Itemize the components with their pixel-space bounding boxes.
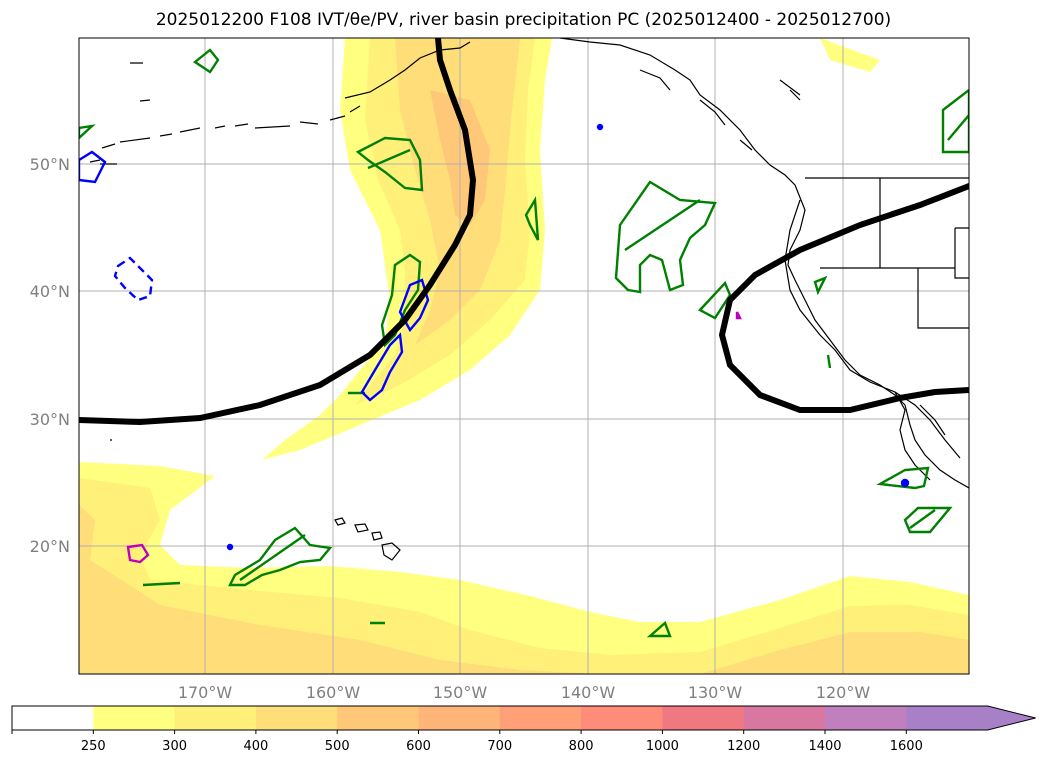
colorbar-label: 400 xyxy=(243,739,268,754)
ivt-ne-250 xyxy=(820,38,880,72)
lat-label-20: 20°N xyxy=(30,537,70,556)
pv-blue-dot xyxy=(596,123,604,131)
ivt-filled-contours xyxy=(79,38,969,674)
ivt-south-300 xyxy=(79,478,969,674)
lon-label-150w: 150°W xyxy=(433,683,488,702)
colorbar-segment xyxy=(581,706,663,730)
lon-label-170w: 170°W xyxy=(178,683,233,702)
pv-green-4 xyxy=(698,280,732,320)
colorbar-label: 600 xyxy=(406,739,431,754)
colorbar-label: 1200 xyxy=(727,739,760,754)
colorbar-label: 800 xyxy=(569,739,594,754)
alaska-coast xyxy=(89,41,471,165)
colorbar-label: 1000 xyxy=(646,739,679,754)
lat-label-50: 50°N xyxy=(30,155,70,174)
colorbar-segment xyxy=(906,706,989,730)
lon-label-160w: 160°W xyxy=(306,683,361,702)
pv-blue-1 xyxy=(398,278,430,333)
longitude-labels: 170°W 160°W 150°W 140°W 130°W 120°W xyxy=(178,683,871,702)
colorbar-label: 250 xyxy=(81,739,106,754)
colorbar-segment xyxy=(499,706,582,730)
pv-green-8 xyxy=(941,88,969,154)
pv-blue-3 xyxy=(79,150,107,184)
pv-blue-dot2 xyxy=(900,478,910,488)
colorbar-label: 300 xyxy=(162,739,187,754)
precip-magenta-contours xyxy=(126,311,742,564)
colorbar-label: 500 xyxy=(325,739,350,754)
baja xyxy=(894,391,946,481)
colorbar-label: 700 xyxy=(487,739,512,754)
colorbar-segment xyxy=(418,706,501,730)
colorbar-outline xyxy=(11,705,1036,731)
us-west-coast xyxy=(784,199,961,459)
graticule xyxy=(79,38,969,674)
pv-blue-contours xyxy=(79,123,910,551)
islands-bc xyxy=(639,69,801,151)
colorbar-label: 1600 xyxy=(890,739,923,754)
colorbar: 250 300 400 500 600 700 800 1000 1200 1400 1600 xyxy=(11,705,1036,754)
colorbar-segment xyxy=(174,706,257,730)
us-border xyxy=(805,177,969,329)
lat-label-30: 30°N xyxy=(30,410,70,429)
lon-label-120w: 120°W xyxy=(816,683,871,702)
colorbar-segment xyxy=(12,706,94,730)
lon-label-130w: 130°W xyxy=(688,683,743,702)
ivt-south-400 xyxy=(79,505,600,674)
pv-green-7 xyxy=(903,506,953,534)
colorbar-segment xyxy=(93,706,176,730)
pv-green-1 xyxy=(355,136,424,192)
lat-label-40: 40°N xyxy=(30,282,70,301)
lon-label-140w: 140°W xyxy=(561,683,616,702)
theta-e-east xyxy=(718,183,969,413)
precip-magenta-1 xyxy=(126,543,150,564)
pv-blue-dot3 xyxy=(226,543,234,551)
colorbar-segment xyxy=(825,706,907,730)
pv-green-5 xyxy=(228,526,333,587)
pv-green-contours xyxy=(79,48,969,638)
pv-blue-2 xyxy=(360,332,404,402)
pv-blue-dashed xyxy=(113,256,154,302)
pv-green-9 xyxy=(79,48,832,638)
map-frame xyxy=(78,37,970,675)
colorbar-label: 1400 xyxy=(808,739,841,754)
pv-green-6 xyxy=(876,466,930,490)
aleutians xyxy=(110,62,151,441)
figure-title: 2025012200 F108 IVT/θe/PV, river basin p… xyxy=(155,10,892,30)
latitude-labels: 50°N 40°N 30°N 20°N xyxy=(30,155,70,556)
theta-e-contours xyxy=(79,38,969,426)
colorbar-segment xyxy=(662,706,745,730)
theta-e-west xyxy=(79,38,477,426)
ivt-south-400b xyxy=(700,632,969,674)
colorbar-segment xyxy=(337,706,419,730)
colorbar-extend-arrow xyxy=(987,706,1036,730)
colorbar-segment xyxy=(743,706,826,730)
map-panel xyxy=(79,38,969,674)
colorbar-segment xyxy=(255,706,338,730)
hawaii-islands xyxy=(334,517,401,561)
precip-magenta-2 xyxy=(735,311,742,320)
pv-green-3 xyxy=(614,180,717,294)
